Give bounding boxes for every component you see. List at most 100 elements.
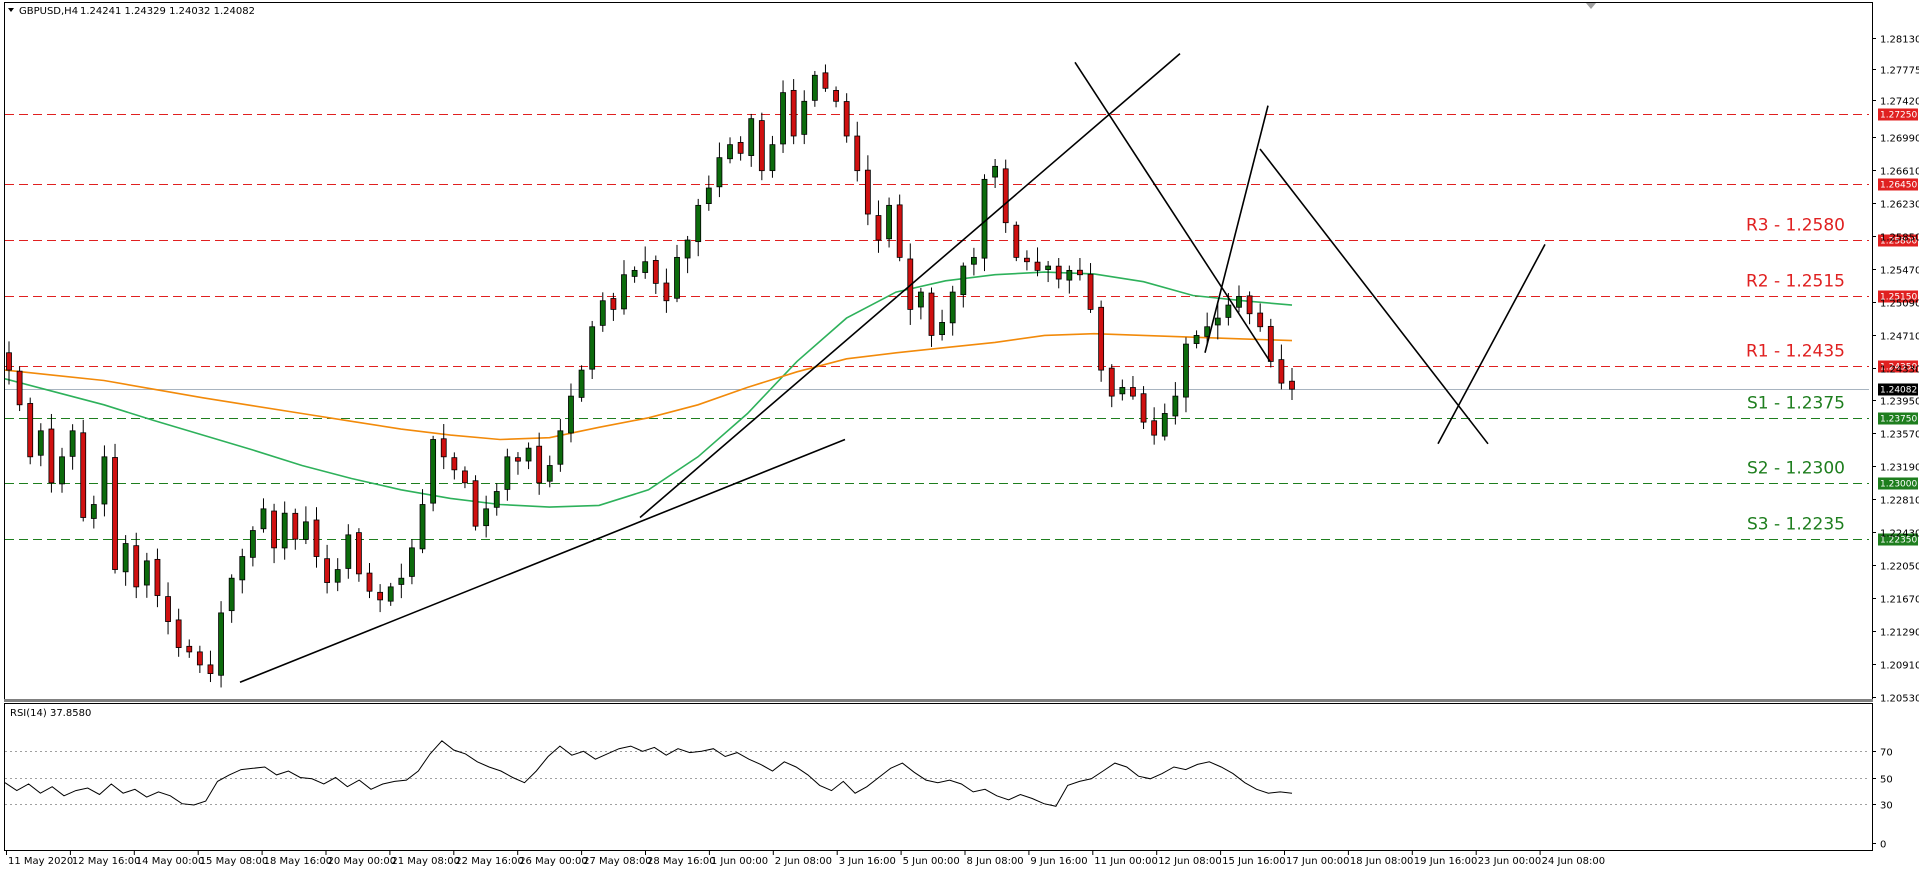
price-tick-label: 1.25850 (1880, 233, 1919, 244)
candle-body (101, 456, 108, 505)
candle-body (652, 260, 659, 284)
level-name-label: R1 - 1.2435 (1746, 342, 1845, 362)
candle-body (377, 591, 384, 601)
level-price-tag (1878, 108, 1918, 121)
level-price-tag (1878, 360, 1918, 373)
candle-body (727, 144, 733, 160)
candle-body (186, 645, 193, 653)
level-name-label: S2 - 1.2300 (1747, 459, 1845, 479)
candle-body (1214, 317, 1221, 326)
candle-body (37, 430, 44, 456)
candle-body (1066, 269, 1073, 281)
rsi-tick-label: 50 (1880, 775, 1893, 786)
candle-body (1108, 367, 1115, 397)
ohlc-label: 1.24241 1.24329 1.24032 1.24082 (80, 6, 255, 17)
time-tick-label: 28 May 16:00 (647, 856, 716, 867)
candle-body (1183, 343, 1189, 398)
candle-body (451, 457, 458, 471)
chart-shift-icon[interactable] (1586, 3, 1596, 9)
candle-body (1257, 312, 1264, 328)
candle-body (483, 508, 490, 527)
candle-body (939, 322, 945, 336)
time-tick-label: 15 May 08:00 (200, 856, 269, 867)
candle-body (1098, 306, 1105, 371)
candle-body (674, 256, 680, 299)
candle-body (430, 439, 437, 504)
candle-body (302, 521, 309, 540)
candle-body (758, 120, 765, 172)
candle-body (663, 282, 670, 302)
candle-body (1193, 335, 1200, 344)
candle-body (748, 118, 755, 156)
price-tick-label: 1.26610 (1880, 167, 1919, 178)
candle-body (843, 101, 850, 137)
candle-body (387, 586, 394, 602)
candle-body (281, 512, 288, 549)
price-panel-frame (4, 2, 1873, 700)
time-tick-label: 27 May 08:00 (583, 856, 652, 867)
level-price-tag-text: 1.25800 (1880, 237, 1917, 247)
candle-body (112, 457, 118, 570)
price-tick-label: 1.20530 (1880, 694, 1919, 705)
candle-body (822, 72, 829, 89)
time-tick-label: 11 Jun 00:00 (1094, 856, 1158, 867)
candle-body (249, 530, 256, 558)
candle-body (228, 577, 235, 612)
candle-body (472, 480, 479, 527)
price-tick-label: 1.22050 (1880, 562, 1919, 573)
candle-body (345, 534, 352, 569)
price-tick-label: 1.26990 (1880, 134, 1919, 145)
candle-body (695, 204, 702, 243)
price-tick-label: 1.20910 (1880, 661, 1919, 672)
rsi-panel-frame (4, 703, 1873, 851)
price-axis: 1.28130 1.27775 1.27420 1.26990 1.26610 1.262… (1872, 35, 1919, 705)
price-tick-label: 1.28130 (1880, 35, 1919, 46)
candle-body (621, 274, 627, 310)
candle-body (260, 508, 267, 530)
time-tick-label: 22 May 16:00 (455, 856, 524, 867)
moving-average-line (4, 332, 1293, 441)
trendline (1204, 105, 1269, 353)
candle-body (525, 447, 532, 462)
candle-body (493, 491, 500, 508)
candle-body (917, 291, 924, 308)
candle-body (557, 430, 564, 465)
time-tick-label: 12 May 16:00 (72, 856, 141, 867)
candle-body (122, 543, 129, 573)
candle-body (239, 556, 246, 581)
candle-body (154, 558, 161, 596)
trendline (1074, 61, 1271, 362)
candle-body (833, 90, 839, 102)
candle-body (589, 326, 596, 370)
candle-body (875, 215, 882, 241)
trendlines-layer (239, 53, 1546, 684)
level-price-tag (1878, 533, 1918, 546)
price-tick-label: 1.21670 (1880, 595, 1919, 606)
candle-body (143, 560, 150, 586)
level-price-tag (1878, 290, 1918, 303)
candle-body (960, 265, 967, 296)
candles-layer (6, 64, 1295, 688)
candle-body (716, 157, 723, 188)
candle-body (642, 261, 649, 273)
candle-body (59, 456, 65, 485)
candle-body (1267, 325, 1274, 362)
candle-body (1161, 413, 1168, 437)
candle-body (546, 465, 553, 482)
candle-body (409, 547, 415, 577)
candle-body (313, 519, 320, 557)
candle-body (462, 470, 468, 484)
time-tick-label: 9 Jun 16:00 (1030, 856, 1087, 867)
candle-body (419, 504, 426, 550)
candle-body (165, 596, 171, 622)
candle-body (1130, 387, 1136, 397)
time-tick-label: 24 Jun 08:00 (1542, 856, 1606, 867)
candle-body (536, 445, 543, 484)
rsi-tick-label: 70 (1880, 748, 1893, 759)
candle-body (1055, 265, 1062, 280)
candle-body (1013, 224, 1020, 258)
dropdown-arrow-icon[interactable] (8, 8, 14, 12)
candle-body (610, 298, 617, 310)
candle-body (864, 169, 871, 215)
price-tick-label: 1.24330 (1880, 365, 1919, 376)
